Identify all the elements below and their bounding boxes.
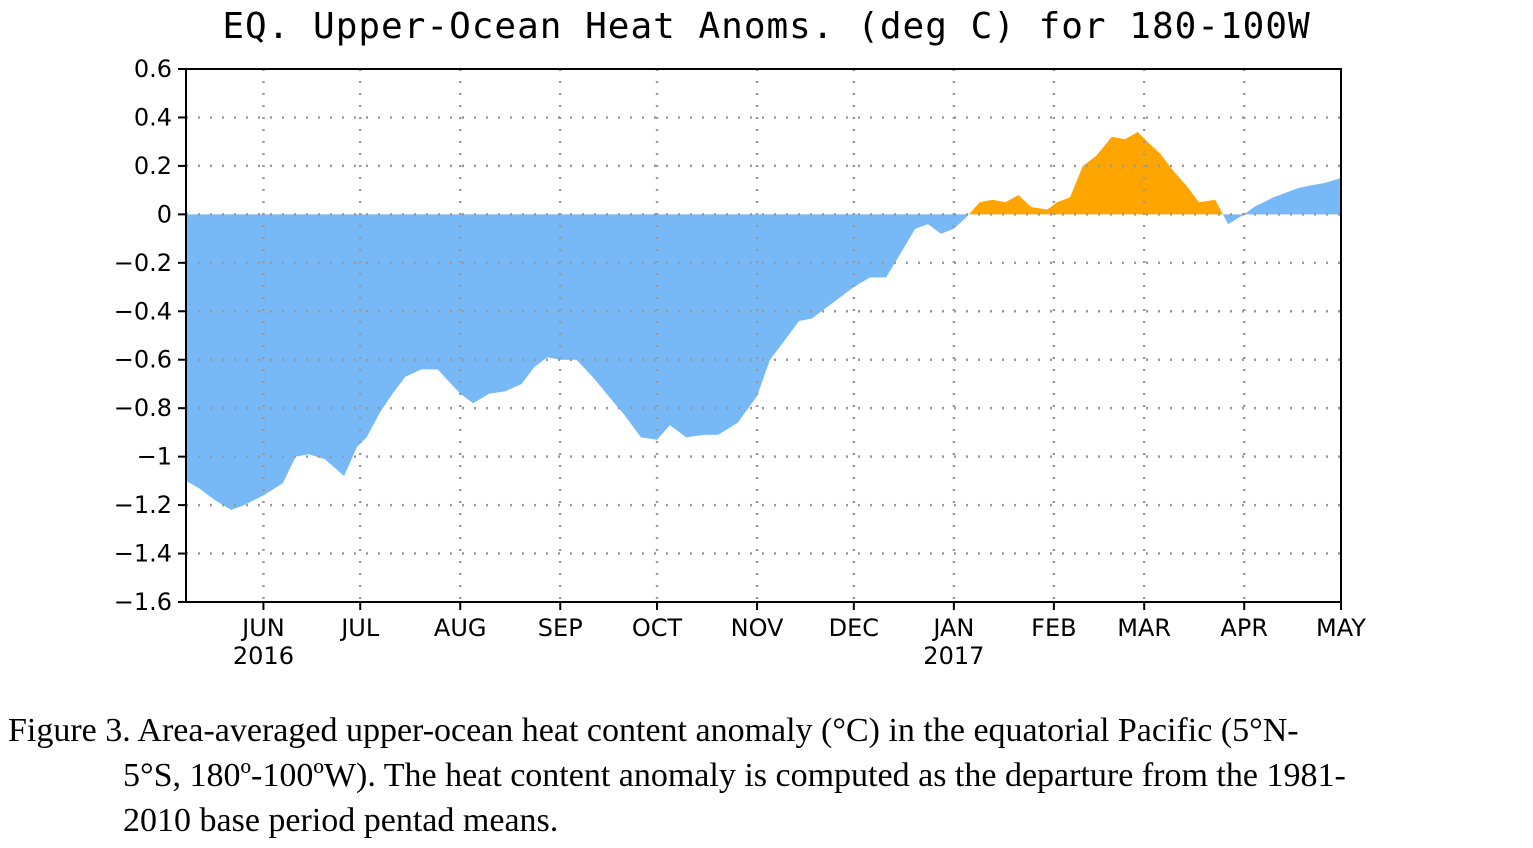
chart-title: EQ. Upper-Ocean Heat Anoms. (deg C) for … <box>222 6 1311 47</box>
negative-anomaly-area <box>1222 178 1341 225</box>
y-tick-label: −0.6 <box>114 346 172 374</box>
grid-layer <box>186 69 1341 602</box>
y-tick-label: −0.4 <box>114 297 172 325</box>
negative-anomaly-area <box>186 214 969 510</box>
x-tick-label: AUG <box>434 614 487 642</box>
plot-frame <box>185 68 1342 603</box>
x-tick-label: OCT <box>632 614 683 642</box>
x-tick-label: JUN <box>240 614 285 642</box>
y-tick-labels: 0.6 0.4 0.2 0 −0.2 −0.4 −0.6 −0.8 −1 −1.2 −1.4 −1.6 <box>114 55 172 616</box>
x-tick-label: SEP <box>538 614 583 642</box>
figure-caption: Figure 3. Area-averaged upper-ocean heat… <box>8 708 1528 843</box>
x-year-label: 2017 <box>923 642 984 670</box>
y-tick-label: −1 <box>137 443 172 471</box>
caption-text: Figure 3. Area-averaged upper-ocean heat… <box>8 708 1528 843</box>
axis-layer <box>178 68 1342 610</box>
y-tick-label: −1.4 <box>114 540 172 568</box>
x-tick-label: APR <box>1220 614 1268 642</box>
y-tick-label: 0.2 <box>134 152 172 180</box>
caption-line-2: 5°S, 180º-100ºW). The heat content anoma… <box>123 757 1346 794</box>
y-tick-label: −1.2 <box>114 491 172 519</box>
x-tick-label: NOV <box>731 614 784 642</box>
x-tick-label: DEC <box>829 614 879 642</box>
x-tick-label: FEB <box>1031 614 1076 642</box>
y-tick-label: 0 <box>157 200 172 228</box>
caption-line-3: 2010 base period pentad means. <box>123 802 559 839</box>
anomaly-fill-layer <box>186 132 1341 510</box>
caption-line-1: Figure 3. Area-averaged upper-ocean heat… <box>8 712 1299 749</box>
chart-area: 0.6 0.4 0.2 0 −0.2 −0.4 −0.6 −0.8 −1 −1.2 −1.4 −1.6… <box>114 55 1367 670</box>
x-tick-label: MAY <box>1316 614 1366 642</box>
x-tick-label: JAN <box>931 614 974 642</box>
x-tick-label: JUL <box>339 614 380 642</box>
y-tick-label: 0.4 <box>134 103 172 131</box>
y-tick-label: −0.8 <box>114 394 172 422</box>
x-year-label: 2016 <box>233 642 294 670</box>
y-tick-label: −0.2 <box>114 249 172 277</box>
positive-anomaly-area <box>968 132 1223 215</box>
y-tick-label: −1.6 <box>114 588 172 616</box>
x-tick-label: MAR <box>1117 614 1171 642</box>
y-tick-label: 0.6 <box>134 55 172 83</box>
